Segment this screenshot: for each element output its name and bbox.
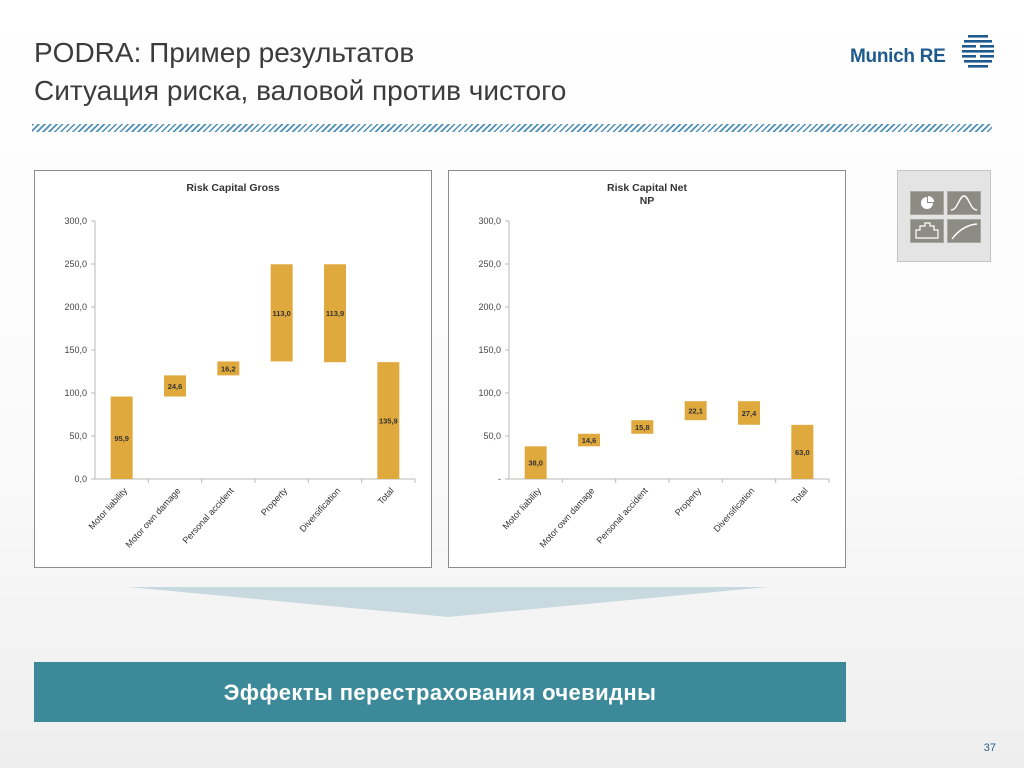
logo-text: Munich RE [850,46,946,67]
slide-title-line-1: PODRA: Пример результатов [34,37,415,68]
header-divider [32,124,992,132]
slide-title-line-2: Ситуация риска, валовой против чистого [34,75,567,106]
y-tick-label: 0,0 [74,474,87,484]
data-label: 27,4 [742,409,757,418]
y-tick-label: 150,0 [478,345,501,355]
chart-risk-capital-gross: Risk Capital Gross 0,0 50,0 100,0 150,0 200,0… [34,170,432,568]
data-label: 95,9 [114,434,129,443]
data-label: 15,8 [635,423,650,432]
category-label: Personal accident [181,485,237,545]
bar-diversification [324,264,346,363]
category-label: Motor own damage [124,486,183,550]
category-label: Total [790,486,810,507]
chart-title: Risk Capital Gross [186,182,280,194]
category-label: Motor liability [87,485,130,531]
y-tick-label: 300,0 [478,216,501,226]
category-label: Diversification [712,486,757,534]
slide-title: PODRA: Пример результатов Ситуация риска… [34,34,566,110]
bell-curve-icon [950,195,978,211]
page-number: 37 [983,742,996,754]
data-label: 22,1 [688,407,703,416]
data-label: 38,0 [528,459,543,468]
bar-personal-accident [217,361,240,376]
bar-motor-own-damage [164,375,186,397]
pie-chart-tile[interactable] [910,191,944,215]
y-tick-label: 50,0 [483,431,501,441]
bar-personal-accident [631,420,654,434]
data-label: 113,9 [326,309,344,318]
y-tick-label: 250,0 [64,259,87,269]
data-label: 63,0 [795,448,810,457]
category-label: Total [376,486,396,507]
chart-type-selector [897,170,991,262]
y-tick-label: 100,0 [478,388,501,398]
y-tick-label: - [498,474,501,484]
data-label: 16,2 [221,364,236,373]
category-label: Property [259,485,290,517]
y-tick-label: 200,0 [478,302,501,312]
bar-chart-icon [915,222,939,239]
category-label: Property [673,485,704,517]
bar-motor-liability [110,396,133,479]
bar-chart-tile[interactable] [910,219,944,243]
bar-total [791,424,814,479]
y-tick-label: 300,0 [64,216,87,226]
bar-motor-liability [524,446,547,479]
bar-property [684,401,707,421]
chart-gross-svg: Risk Capital Gross 0,0 50,0 100,0 150,0 200,0… [64,182,416,550]
y-tick-label: 150,0 [64,345,87,355]
conclusion-text: Эффекты перестрахования очевидны [223,680,657,705]
category-label: Motor liability [501,485,544,531]
data-label: 135,9 [379,417,398,426]
category-label: Personal accident [595,485,651,545]
bar-property [270,264,293,362]
bar-total [377,362,400,479]
chart-subtitle: NP [640,195,655,207]
y-tick-label: 250,0 [478,259,501,269]
data-label: 113,0 [272,309,290,318]
conclusion-banner: Эффекты перестрахования очевидны [34,662,846,722]
category-label: Motor own damage [538,486,597,550]
y-tick-label: 50,0 [69,431,87,441]
y-tick-label: 200,0 [64,302,87,312]
data-label: 24,6 [168,382,183,391]
pie-chart-icon [921,196,934,209]
chart-title: Risk Capital Net [607,182,687,194]
chart-risk-capital-net: Risk Capital Net NP - 50,0 100,0 150,0 200,0 25… [448,170,846,568]
bar-diversification [738,401,760,425]
munich-re-logo: Munich RE [850,34,1000,74]
bar-motor-own-damage [578,433,600,447]
y-tick-label: 100,0 [64,388,87,398]
data-label: 14,6 [582,436,597,445]
growth-curve-tile[interactable] [947,219,981,243]
bell-curve-tile[interactable] [947,191,981,215]
growth-curve-icon [951,223,978,240]
category-label: Diversification [298,486,343,534]
logo-mark-icon [962,35,994,68]
